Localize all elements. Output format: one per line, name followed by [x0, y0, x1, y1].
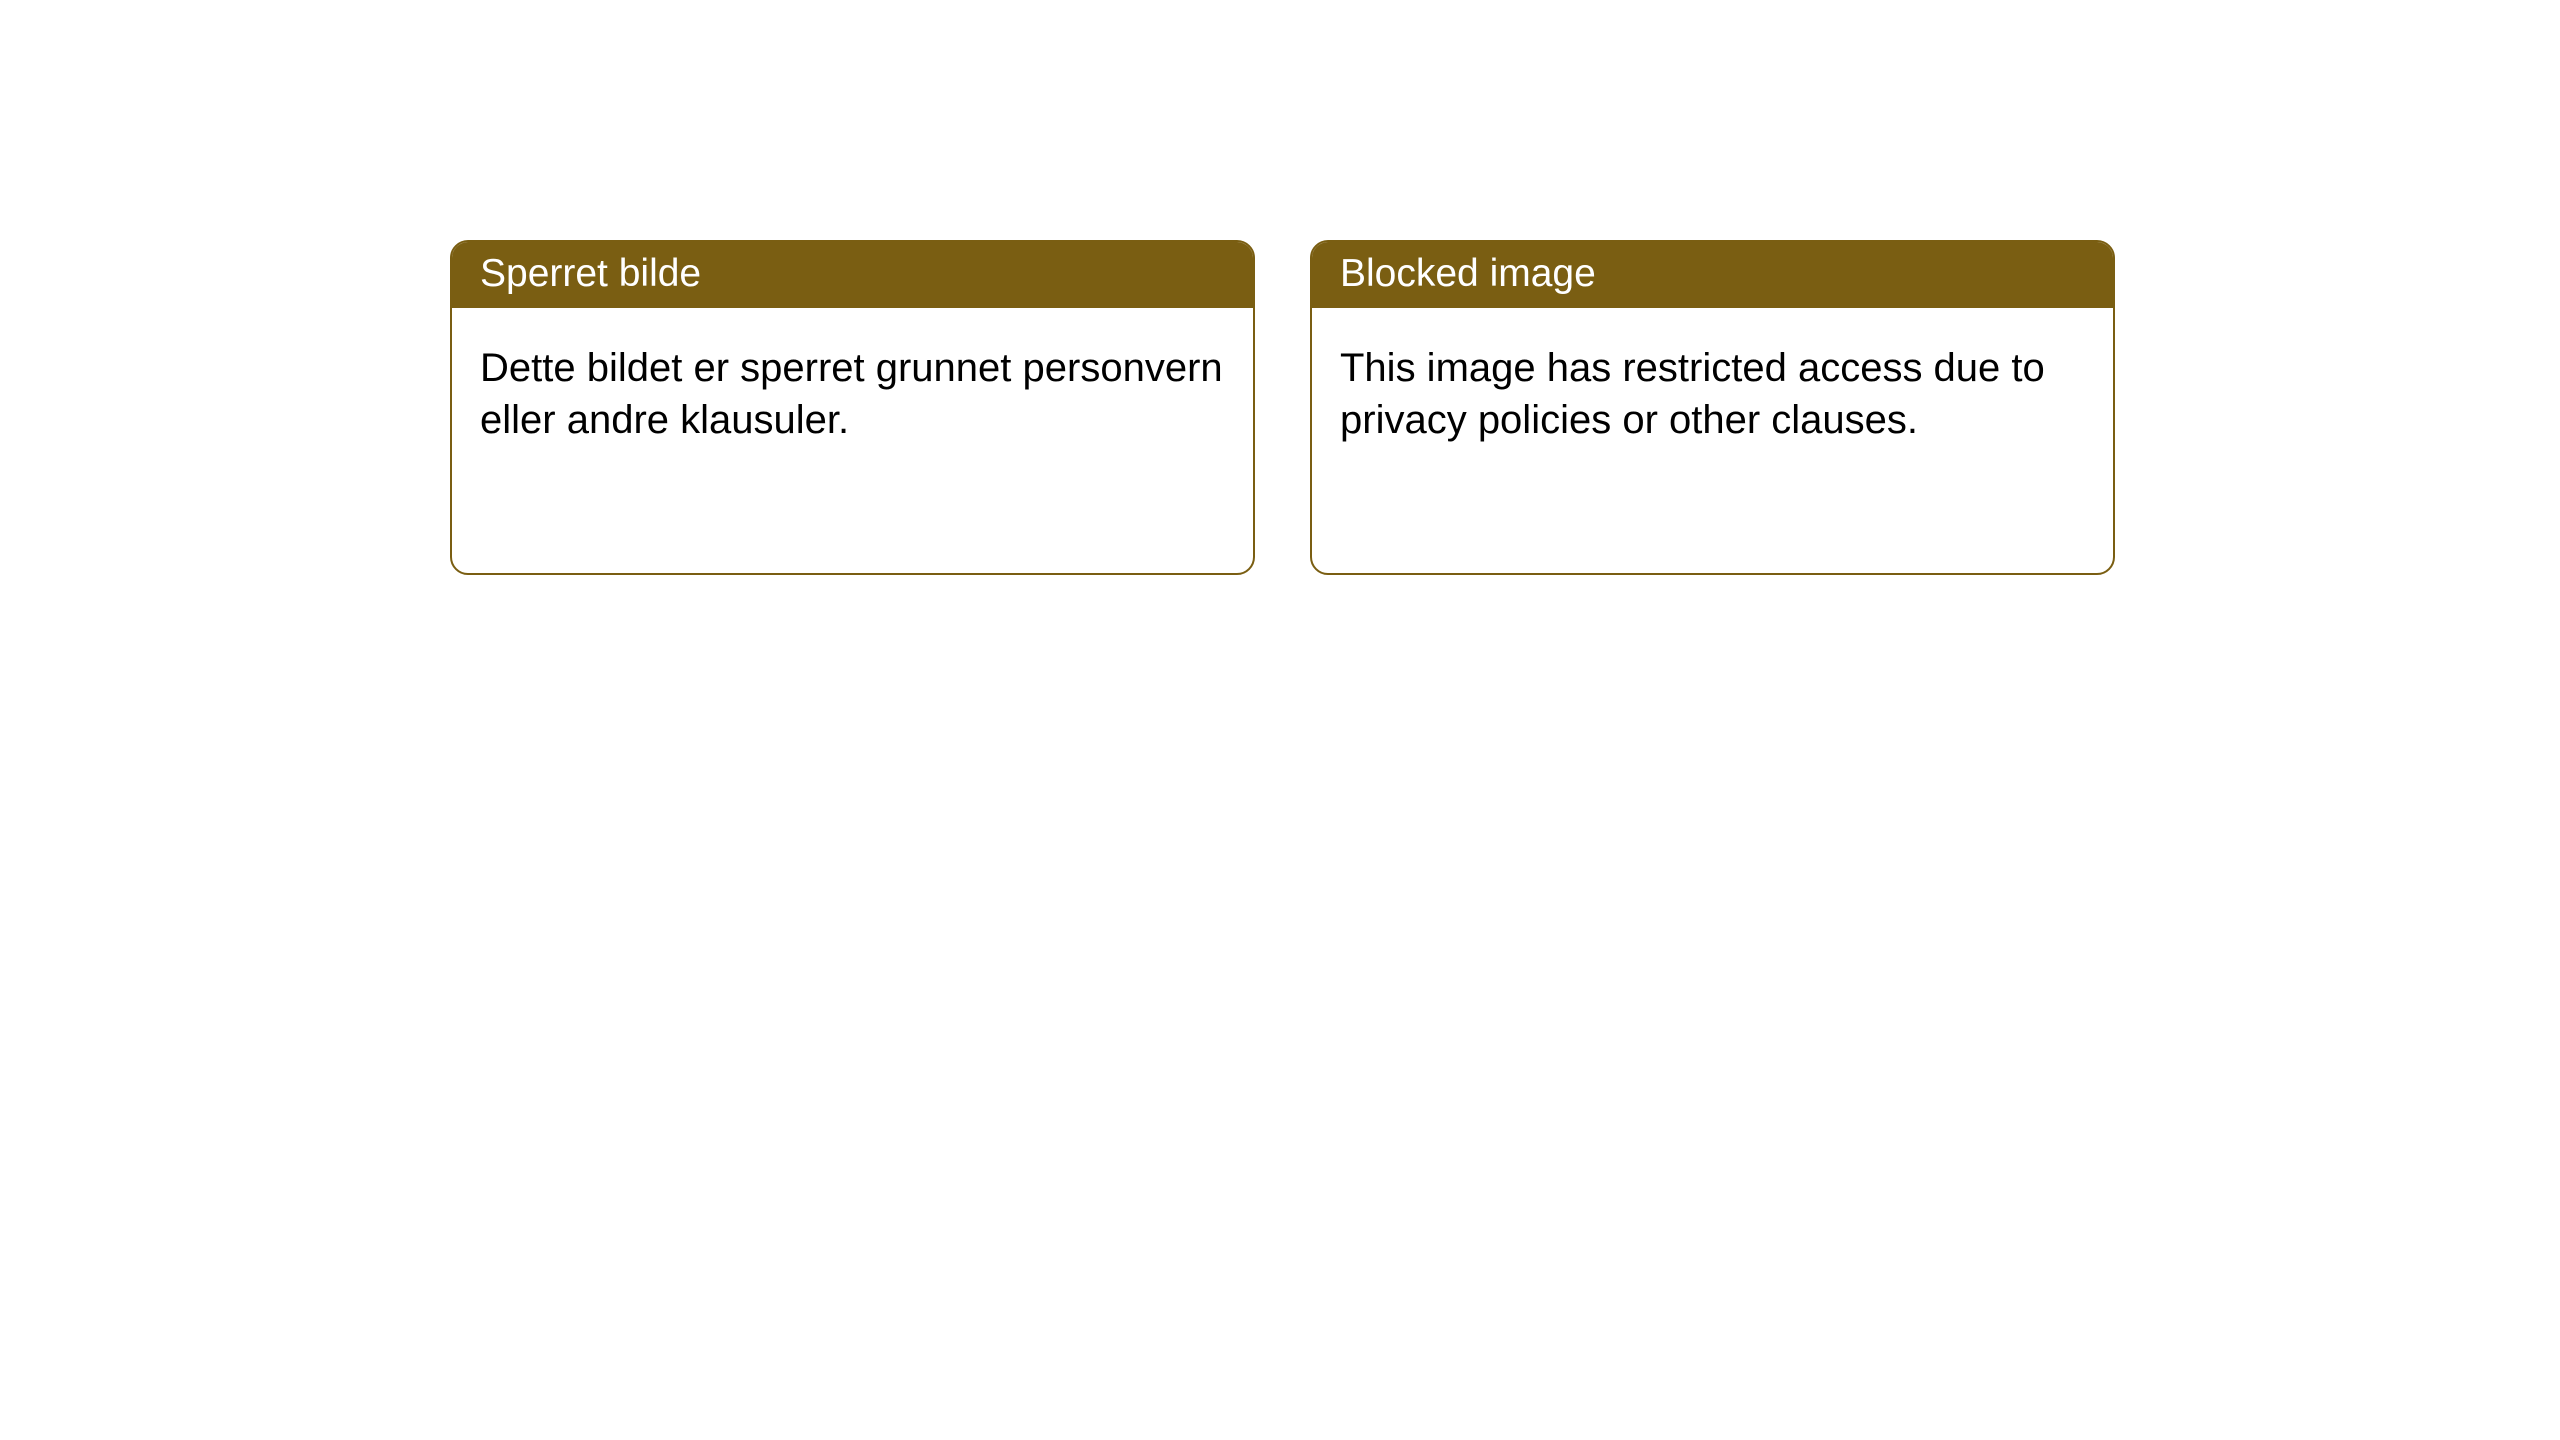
cards-container: Sperret bilde Dette bildet er sperret gr… [450, 240, 2560, 575]
card-header-english: Blocked image [1312, 242, 2113, 308]
card-english: Blocked image This image has restricted … [1310, 240, 2115, 575]
card-text-norwegian: Dette bildet er sperret grunnet personve… [480, 346, 1223, 442]
card-text-english: This image has restricted access due to … [1340, 346, 2045, 442]
card-title-english: Blocked image [1340, 252, 1596, 295]
card-title-norwegian: Sperret bilde [480, 252, 701, 295]
card-body-english: This image has restricted access due to … [1312, 308, 2113, 480]
card-body-norwegian: Dette bildet er sperret grunnet personve… [452, 308, 1253, 480]
card-norwegian: Sperret bilde Dette bildet er sperret gr… [450, 240, 1255, 575]
card-header-norwegian: Sperret bilde [452, 242, 1253, 308]
